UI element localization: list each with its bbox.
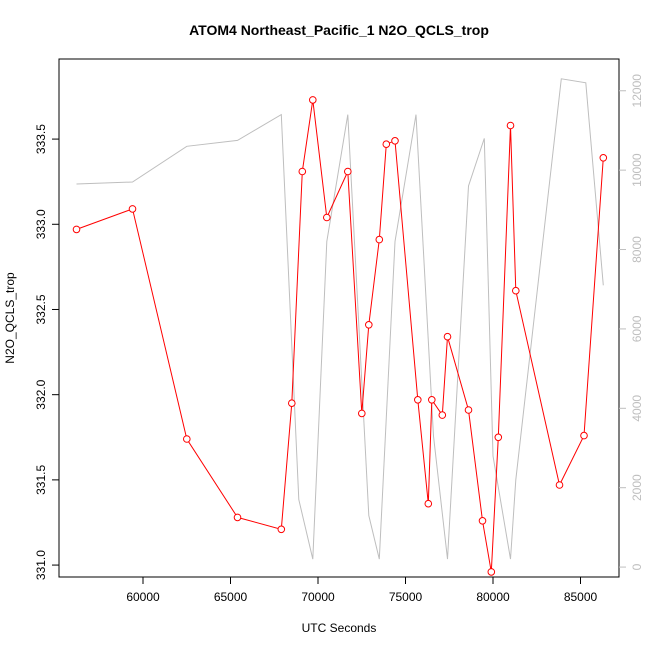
data-point (277, 525, 286, 534)
y-tick-label: 332.5 (34, 294, 48, 324)
primary-series (72, 96, 608, 576)
primary-series-line (76, 99, 604, 572)
y2-tick-label: 12000 (630, 74, 644, 108)
data-point (599, 154, 608, 162)
data-point (478, 517, 487, 525)
secondary-series (76, 78, 604, 560)
data-point (298, 167, 307, 176)
data-point (487, 568, 496, 576)
x-tick-label: 80000 (476, 590, 510, 604)
x-tick-label: 60000 (126, 590, 160, 604)
x-axis: 60000 65000 70000 75000 80000 85000 (126, 577, 598, 604)
x-tick-label: 85000 (564, 590, 598, 604)
data-point (555, 481, 564, 489)
data-point (309, 96, 317, 104)
y2-tick-label: 10000 (630, 153, 644, 187)
data-point (288, 399, 296, 408)
y-axis: 331.0 331.5 332.0 332.5 333.0 333.5 (34, 124, 59, 580)
x-tick-label: 70000 (301, 590, 335, 604)
data-point (323, 213, 331, 222)
data-point (382, 140, 391, 148)
x-tick-label: 65000 (214, 590, 248, 604)
y2-tick-label: 2000 (630, 474, 644, 501)
data-point (443, 332, 452, 341)
data-point (464, 406, 473, 414)
data-point (72, 225, 81, 234)
data-point (438, 411, 447, 419)
y2-tick-label: 6000 (630, 315, 644, 342)
y-tick-label: 332.0 (34, 379, 48, 409)
data-point (512, 286, 520, 295)
y-axis-label: N2O_QCLS_trop (3, 272, 17, 364)
y2-tick-label: 8000 (630, 236, 644, 263)
y-tick-label: 333.5 (34, 124, 48, 154)
data-point (183, 435, 191, 443)
y-tick-label: 331.5 (34, 465, 48, 495)
data-point (375, 235, 384, 244)
y-tick-label: 333.0 (34, 209, 48, 239)
x-tick-label: 75000 (389, 590, 423, 604)
data-point (344, 167, 352, 176)
data-point (414, 396, 422, 404)
plot-frame (58, 58, 620, 578)
data-point (428, 396, 436, 404)
secondary-series-line (76, 78, 604, 560)
y2-tick-label: 0 (630, 563, 644, 570)
data-point (128, 205, 137, 213)
data-point (494, 433, 503, 442)
data-point (365, 321, 373, 329)
data-point (424, 499, 433, 508)
x-axis-label: UTC Seconds (302, 621, 377, 635)
data-point (233, 513, 242, 522)
data-point (506, 121, 515, 130)
y2-axis: 0 2000 4000 6000 8000 10000 12000 (619, 74, 644, 570)
chart-title: ATOM4 Northeast_Pacific_1 N2O_QCLS_trop (189, 22, 489, 38)
y-tick-label: 331.0 (34, 550, 48, 580)
data-point (580, 431, 588, 440)
data-point (391, 137, 399, 145)
y2-tick-label: 4000 (630, 395, 644, 422)
data-point (358, 409, 366, 418)
